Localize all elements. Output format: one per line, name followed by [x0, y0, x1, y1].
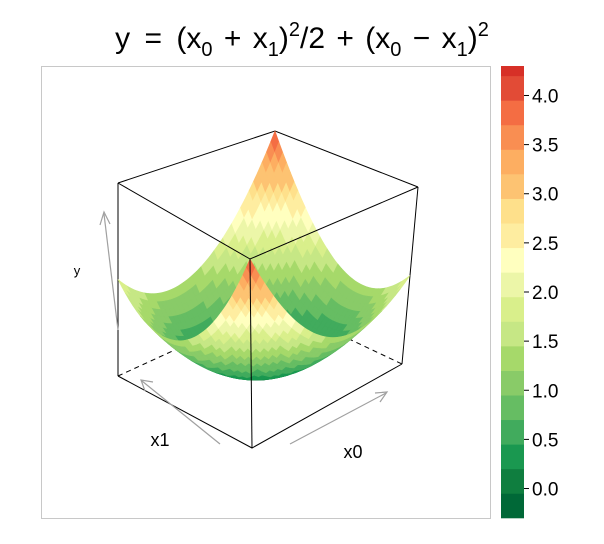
axis-arrows	[99, 210, 389, 445]
y-axis-label: y	[74, 263, 81, 278]
colorbar-tick-label: 4.0	[532, 86, 558, 107]
colorbar-band	[501, 346, 524, 371]
x1-axis-arrow	[140, 379, 221, 445]
x0-axis-arrow	[289, 391, 389, 445]
colorbar-band	[501, 444, 524, 470]
colorbar-band	[501, 296, 524, 322]
colorbar-band	[501, 66, 524, 77]
colorbar-tick-label: 2.0	[532, 283, 558, 304]
chart-title: y = (x0 + x1)2/2 + (x0 − x1)2	[115, 19, 489, 63]
colorbar-tick-label: 3.0	[532, 185, 558, 206]
colorbar-band	[501, 75, 524, 101]
colorbar-ticks: 0.0 0.5 1.0 1.5 2.0 2.5 3.0 3.5 4.0	[524, 86, 558, 501]
colorbar-band	[501, 198, 524, 224]
colorbar-band	[501, 149, 524, 175]
colorbar-tick-label: 1.5	[532, 332, 558, 353]
colorbar-band	[501, 468, 524, 494]
colorbar-band	[501, 272, 524, 298]
box-edge-hidden-3	[274, 303, 403, 365]
colorbar	[501, 66, 524, 519]
colorbar-band	[501, 419, 524, 445]
colorbar-band	[501, 247, 524, 273]
box-front-edges	[117, 182, 419, 449]
plot-panel-frame	[41, 66, 491, 519]
box-edge-bottom-front	[117, 363, 403, 449]
colorbar-tick-label: 0.5	[532, 430, 558, 451]
colorbar-band	[501, 124, 524, 150]
colorbar-band	[501, 370, 524, 396]
colorbar-tick-label: 0.0	[532, 480, 558, 501]
surface-mesh	[117, 130, 411, 381]
colorbar-band	[501, 223, 524, 249]
box-edge-hidden-2	[117, 303, 276, 377]
box-edge-front-vertical	[249, 258, 253, 449]
colorbar-band	[501, 100, 524, 126]
colorbar-band	[501, 321, 524, 347]
colorbar-tick-label: 2.5	[532, 234, 558, 255]
colorbar-band	[501, 493, 524, 519]
colorbar-tick-label: 3.5	[532, 136, 558, 157]
colorbar-tick-label: 1.0	[532, 381, 558, 402]
x0-axis-label: x0	[343, 442, 362, 462]
x1-axis-label: x1	[150, 430, 169, 450]
colorbar-band	[501, 174, 524, 199]
colorbar-band	[501, 395, 524, 421]
y-axis-arrow	[99, 210, 119, 331]
